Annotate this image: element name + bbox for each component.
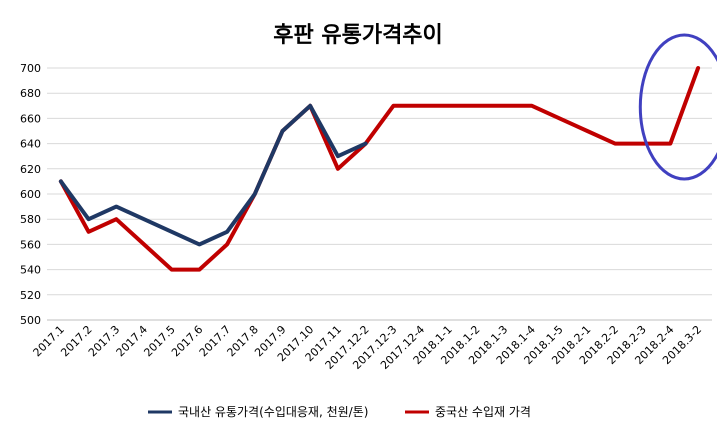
y-tick-label: 700 — [20, 62, 41, 75]
y-tick-label: 540 — [20, 264, 41, 277]
legend-label: 중국산 수입재 가격 — [435, 405, 531, 419]
y-tick-label: 620 — [20, 163, 41, 176]
annotation-ellipse — [638, 33, 717, 181]
series-lines — [58, 66, 701, 272]
y-tick-label: 600 — [20, 188, 41, 201]
annotations — [638, 33, 717, 181]
y-tick-label: 680 — [20, 87, 41, 100]
y-tick-label: 660 — [20, 112, 41, 125]
legend: 국내산 유통가격(수입대응재, 천원/톤) 중국산 수입재 가격 — [148, 404, 531, 419]
y-tick-label: 580 — [20, 213, 41, 226]
series-line-1 — [58, 66, 701, 272]
x-axis: 2017.12017.22017.32017.42017.52017.62017… — [31, 323, 705, 372]
grid — [47, 67, 712, 321]
y-axis: 500 520 540 560 580 600 620 640 660 680 700 — [20, 62, 41, 327]
y-tick-label: 560 — [20, 238, 41, 251]
y-tick-label: 640 — [20, 138, 41, 151]
y-tick-label: 520 — [20, 289, 41, 302]
chart-title: 후판 유통가격추이 — [273, 23, 443, 48]
legend-label: 국내산 유통가격(수입대응재, 천원/톤) — [178, 404, 368, 419]
y-tick-label: 500 — [20, 314, 41, 327]
series-line-0 — [58, 103, 368, 247]
